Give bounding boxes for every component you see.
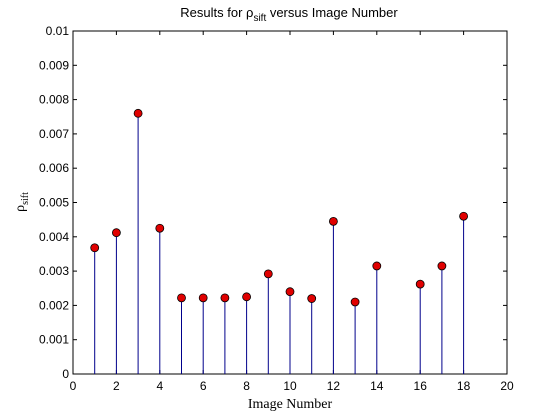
- stem-marker: [133, 108, 143, 118]
- stem-marker: [437, 261, 447, 271]
- x-tick-label: 18: [457, 379, 471, 393]
- y-tick-label: 0.004: [39, 230, 69, 244]
- stem-marker: [177, 293, 186, 303]
- y-tick-label: 0.009: [39, 58, 69, 72]
- stem-marker: [90, 243, 100, 253]
- y-tick-label: 0: [62, 367, 69, 381]
- y-axis-label-subscript: sift: [20, 192, 31, 205]
- stem-marker: [459, 211, 469, 221]
- stem-marker: [198, 293, 208, 303]
- stem-marker: [328, 216, 338, 226]
- chart-title-symbol: ρ: [246, 5, 253, 20]
- y-tick-label: 0.006: [39, 161, 69, 175]
- x-tick-label: 16: [414, 379, 428, 393]
- chart-title: Results for ρsift versus Image Number: [180, 5, 398, 24]
- stem-marker: [415, 279, 425, 289]
- y-axis-label: ρsift: [13, 192, 31, 212]
- stem-marker: [263, 269, 273, 279]
- stem-marker: [372, 261, 382, 271]
- markers: [90, 108, 469, 307]
- stem-marker: [155, 223, 165, 233]
- chart-title-subscript: sift: [253, 13, 266, 24]
- stem-marker: [242, 292, 252, 302]
- x-tick-label: 6: [200, 379, 207, 393]
- x-tick-label: 0: [70, 379, 77, 393]
- y-tick-label: 0.001: [39, 333, 69, 347]
- y-axis-label-symbol: ρ: [13, 205, 28, 212]
- y-axis-ticks: 0 0.001 0.002 0.003 0.004 0.005 0.006 0.007 0.00…: [39, 24, 507, 381]
- stems: [94, 113, 465, 374]
- x-tick-label: 20: [500, 379, 514, 393]
- y-tick-label: 0.002: [39, 298, 69, 312]
- x-tick-label: 10: [283, 379, 297, 393]
- x-tick-label: 2: [113, 379, 120, 393]
- y-tick-label: 0.01: [46, 24, 70, 38]
- stem-marker: [350, 297, 360, 307]
- y-tick-label: 0.003: [39, 264, 69, 278]
- y-tick-label: 0.007: [39, 127, 69, 141]
- y-tick-label: 0.008: [39, 93, 69, 107]
- x-tick-label: 14: [370, 379, 384, 393]
- chart-title-post: versus Image Number: [266, 5, 398, 20]
- x-tick-label: 12: [327, 379, 341, 393]
- x-tick-label: 8: [243, 379, 250, 393]
- y-tick-label: 0.005: [39, 196, 69, 210]
- stem-marker: [112, 228, 121, 238]
- stem-marker: [307, 294, 317, 303]
- chart-title-pre: Results for: [180, 5, 246, 20]
- x-tick-label: 4: [156, 379, 163, 393]
- stem-marker: [220, 293, 230, 303]
- x-axis-ticks: 0 2 4 6 8 10 12 14 16 18 20: [70, 31, 514, 393]
- stem-marker: [285, 287, 295, 297]
- x-axis-label: Image Number: [248, 397, 333, 412]
